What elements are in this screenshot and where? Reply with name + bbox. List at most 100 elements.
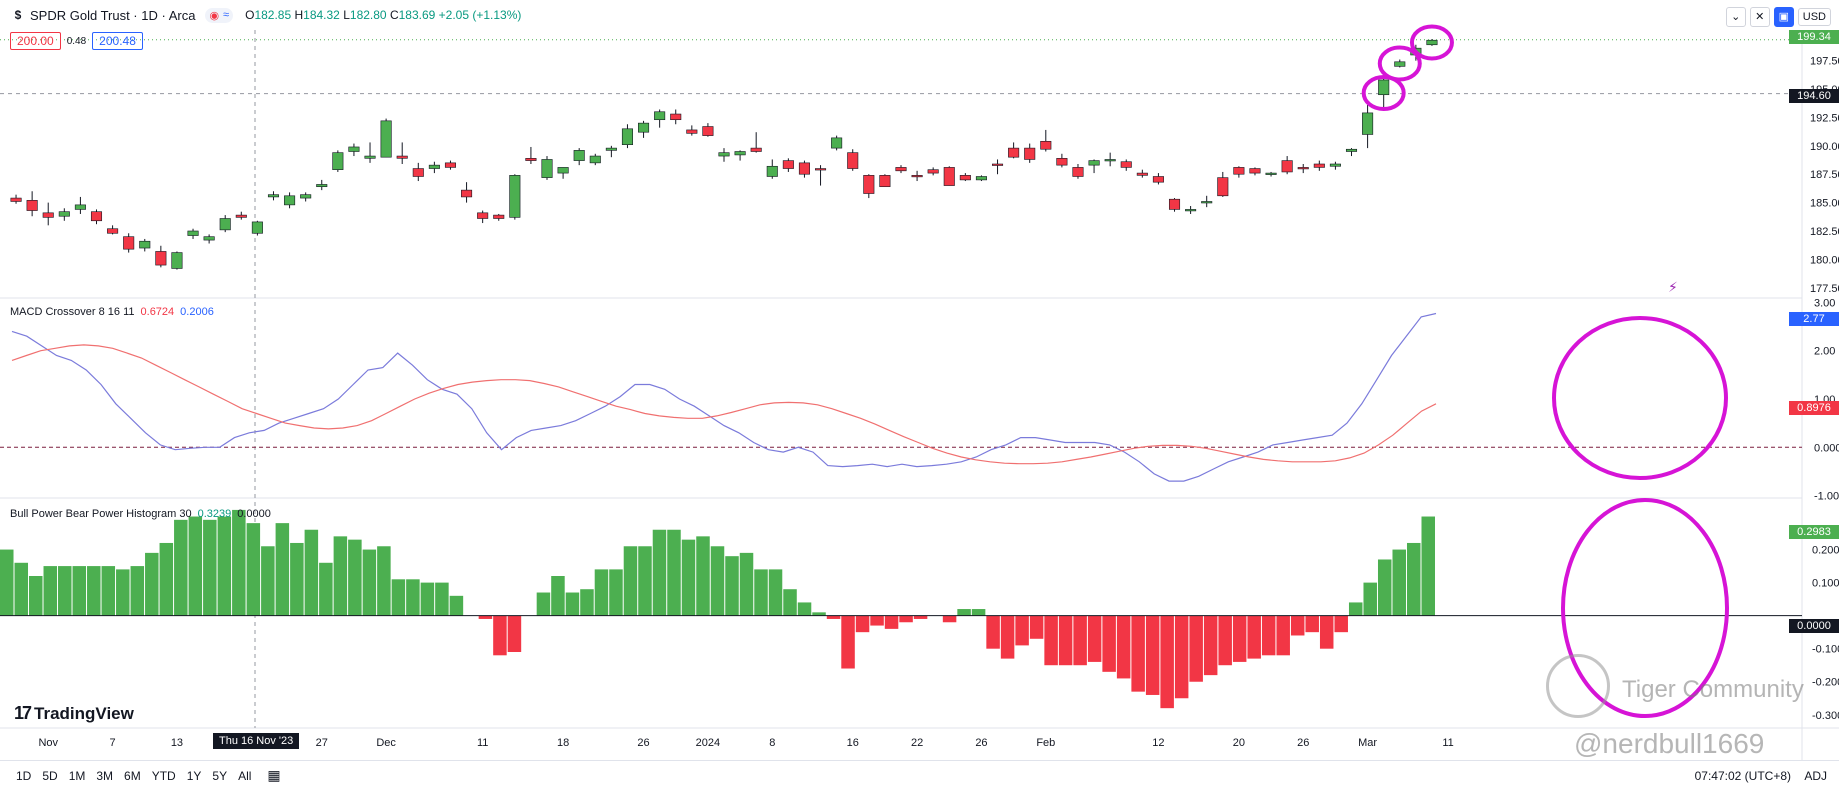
hist-bar xyxy=(1189,615,1203,682)
timeframe-5y[interactable]: 5Y xyxy=(212,768,228,783)
hist-bar xyxy=(1015,615,1029,646)
timeframe-all[interactable]: All xyxy=(238,768,252,783)
hist-zero-tag: 0.0000 xyxy=(1789,619,1839,633)
candle-body xyxy=(911,175,923,178)
macd-tick-label: 0.0000 xyxy=(1814,442,1839,454)
candle-body xyxy=(718,152,730,157)
macd-fast-tag: 2.77 xyxy=(1789,312,1839,326)
hist-bar xyxy=(913,615,928,619)
calendar-icon[interactable]: ▦ xyxy=(267,767,281,783)
time-tick-label: 26 xyxy=(637,737,649,749)
clock-readout[interactable]: 07:47:02 (UTC+8) xyxy=(1694,768,1791,783)
timeframe-6m[interactable]: 6M xyxy=(124,768,141,783)
timeframe-1y[interactable]: 1Y xyxy=(186,768,202,783)
candle-body xyxy=(831,137,843,149)
maximize-icon[interactable]: ✕ xyxy=(1749,7,1770,27)
candle-body xyxy=(90,211,103,222)
bbp-label: Bull Power Bear Power Histogram 30 0.3239… xyxy=(10,508,271,520)
candle-body xyxy=(1378,79,1390,96)
price-tick-label: 190.00 xyxy=(1810,141,1839,153)
candle-body xyxy=(1168,198,1181,210)
macd-tick-label: 2.00 xyxy=(1814,346,1835,358)
macd-tick-label: -1.0000 xyxy=(1814,491,1839,503)
candle-body xyxy=(300,194,312,199)
candle-body xyxy=(1104,159,1116,162)
hist-bar xyxy=(348,539,362,616)
hist-bar xyxy=(594,569,609,616)
chevron-down-icon[interactable]: ⌄ xyxy=(1725,7,1746,27)
candle-body xyxy=(155,251,167,266)
hist-bar xyxy=(899,615,913,623)
hist-bar xyxy=(1160,615,1174,709)
timeframe-3m[interactable]: 3M xyxy=(96,768,114,783)
timeframe-ytd[interactable]: YTD xyxy=(151,768,176,783)
macd-slow-line xyxy=(11,344,1437,465)
dollar-icon: $ xyxy=(10,7,26,23)
candle-body xyxy=(525,158,537,161)
timeframe-1m[interactable]: 1M xyxy=(68,768,86,783)
hist-bar xyxy=(1276,615,1290,656)
hist-bar xyxy=(1392,549,1406,616)
candle-body xyxy=(1313,163,1325,168)
adj-toggle[interactable]: ADJ xyxy=(1804,768,1827,783)
hist-bar xyxy=(232,509,246,616)
eye-icon[interactable]: ◉ xyxy=(209,9,220,22)
currency-select[interactable]: USD xyxy=(1797,8,1831,26)
price-tick-label: 185.00 xyxy=(1810,198,1839,210)
candle-body xyxy=(750,147,762,152)
macd-tick-label: 3.00 xyxy=(1814,297,1835,309)
time-tick-label: Nov xyxy=(38,737,58,749)
time-tick-label: Dec xyxy=(376,737,396,749)
candle-body xyxy=(766,165,778,177)
hist-bar xyxy=(1232,615,1247,662)
hist-bar xyxy=(986,615,1000,649)
hist-bar xyxy=(406,579,420,616)
hist-bar xyxy=(1000,615,1015,659)
candle-body xyxy=(1072,167,1084,177)
hist-bar xyxy=(1319,615,1334,649)
compare-icon[interactable]: ≈ xyxy=(223,8,230,21)
candle-body xyxy=(943,167,955,186)
hist-bar xyxy=(246,523,261,616)
hist-bar xyxy=(1218,615,1232,666)
candle-body xyxy=(621,128,633,145)
candle-body xyxy=(1297,167,1309,170)
hist-bar xyxy=(870,615,884,626)
candle-body xyxy=(1088,160,1100,166)
candle-body xyxy=(782,160,794,169)
hist-bar xyxy=(1058,615,1073,666)
hist-bar xyxy=(478,615,493,619)
tradingview-logo[interactable]: 17 TradingView xyxy=(14,703,134,723)
indicator-toggle-pill[interactable]: ◉ ≈ xyxy=(205,7,234,23)
candle-body xyxy=(139,240,151,249)
time-tick-label: 18 xyxy=(557,737,569,749)
hist-bar xyxy=(1348,602,1363,616)
candle-body xyxy=(380,120,392,158)
candle-body xyxy=(1024,147,1036,160)
symbol-title[interactable]: SPDR Gold Trust · 1D · Arca xyxy=(30,7,196,23)
time-tick-label: 26 xyxy=(1297,737,1309,749)
candle-body xyxy=(1233,167,1245,175)
level-high[interactable]: 200.48 xyxy=(92,32,143,50)
screenshot-icon[interactable]: ▣ xyxy=(1773,7,1794,27)
hist-bar xyxy=(1073,615,1087,666)
timeframe-5d[interactable]: 5D xyxy=(42,768,58,783)
candle-body xyxy=(26,200,38,211)
timeframe-1d[interactable]: 1D xyxy=(16,768,32,783)
candle-body xyxy=(316,184,328,188)
hist-bar xyxy=(130,566,145,616)
hist-bar xyxy=(101,566,116,616)
time-tick-label: 27 xyxy=(316,737,328,749)
candle-body xyxy=(42,212,54,218)
macd-fast-line xyxy=(11,312,1437,482)
hist-bar xyxy=(696,536,710,616)
time-tick-label: Feb xyxy=(1036,737,1055,749)
hist-bar xyxy=(1305,615,1319,633)
candle-body xyxy=(847,152,859,169)
candle-body xyxy=(219,218,231,231)
hist-bar xyxy=(681,539,696,616)
level-low[interactable]: 200.00 xyxy=(10,32,61,50)
hist-bar xyxy=(667,529,681,616)
